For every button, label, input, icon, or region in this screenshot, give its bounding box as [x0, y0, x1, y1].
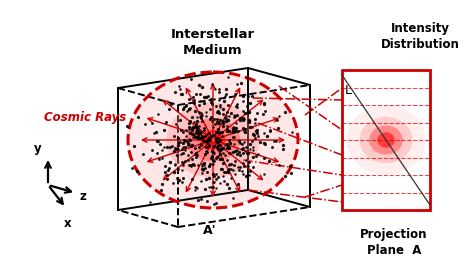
Ellipse shape: [166, 103, 260, 177]
Text: z: z: [80, 190, 87, 203]
Text: y: y: [34, 142, 42, 155]
Text: L: L: [345, 84, 352, 97]
Text: x: x: [64, 217, 72, 230]
Ellipse shape: [186, 118, 240, 162]
Ellipse shape: [369, 125, 403, 155]
Text: Cosmic Rays: Cosmic Rays: [44, 111, 126, 124]
Ellipse shape: [346, 105, 426, 175]
Ellipse shape: [200, 130, 226, 150]
Text: Interstellar
Medium: Interstellar Medium: [171, 28, 255, 57]
Ellipse shape: [128, 72, 298, 208]
Ellipse shape: [377, 132, 395, 148]
Ellipse shape: [360, 117, 412, 163]
Text: A': A': [203, 223, 217, 236]
Text: Projection
Plane  A: Projection Plane A: [360, 228, 428, 257]
Text: Intensity
Distribution: Intensity Distribution: [381, 22, 459, 51]
